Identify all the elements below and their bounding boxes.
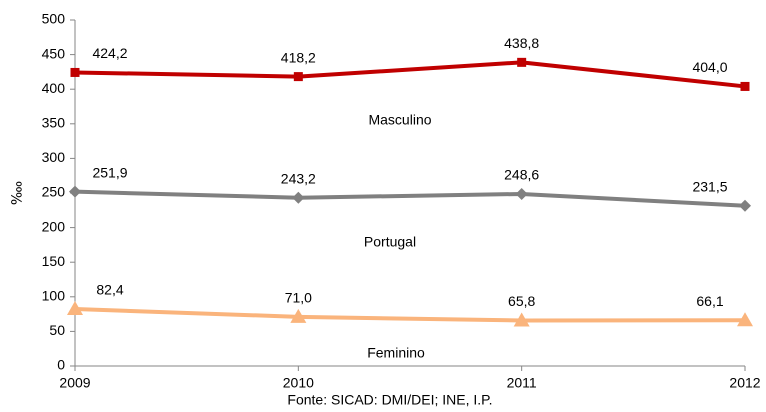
y-tick-label: 50	[49, 322, 65, 338]
y-tick-label: 400	[42, 80, 66, 96]
y-tick-label: 450	[42, 45, 66, 61]
value-label: 243,2	[281, 170, 316, 186]
value-label: 66,1	[696, 293, 723, 309]
marker	[67, 300, 83, 315]
marker	[69, 185, 81, 198]
series-line	[74, 306, 746, 323]
value-label: 71,0	[285, 290, 312, 306]
series-line	[74, 189, 746, 208]
y-tick-label: 200	[42, 218, 66, 234]
y-tick-label: 300	[42, 149, 66, 165]
series-line	[74, 60, 746, 89]
marker	[515, 187, 528, 200]
y-tick-label: 500	[42, 11, 66, 27]
y-tick-label: 250	[42, 184, 66, 200]
marker	[740, 81, 750, 91]
series-name: Portugal	[364, 234, 416, 250]
value-label: 231,5	[692, 179, 727, 195]
y-axis-label: ‱	[9, 181, 25, 205]
value-label: 65,8	[508, 293, 535, 309]
marker	[513, 312, 530, 327]
marker	[739, 199, 751, 212]
y-tick-label: 0	[57, 357, 65, 373]
caption: Fonte: SICAD: DMI/DEI; INE, I.P.	[287, 392, 492, 408]
value-label: 438,8	[504, 35, 539, 51]
marker	[737, 312, 753, 327]
value-label: 418,2	[281, 49, 316, 65]
x-tick-label: 2011	[507, 375, 537, 391]
marker	[290, 308, 307, 323]
y-tick-label: 350	[42, 115, 66, 131]
marker	[292, 191, 305, 204]
marker	[70, 67, 80, 77]
x-tick-label: 2009	[59, 375, 90, 391]
series-name: Feminino	[367, 345, 425, 361]
y-tick-label: 150	[42, 253, 66, 269]
x-tick-label: 2012	[729, 375, 760, 391]
series-name: Masculino	[368, 112, 431, 128]
value-label: 424,2	[92, 45, 127, 61]
marker	[517, 57, 527, 67]
x-tick-label: 2010	[283, 375, 314, 391]
value-label: 82,4	[96, 282, 123, 298]
value-label: 248,6	[504, 167, 539, 183]
value-label: 251,9	[92, 164, 127, 180]
marker	[293, 72, 303, 82]
value-label: 404,0	[692, 59, 727, 75]
y-tick-label: 100	[42, 288, 66, 304]
